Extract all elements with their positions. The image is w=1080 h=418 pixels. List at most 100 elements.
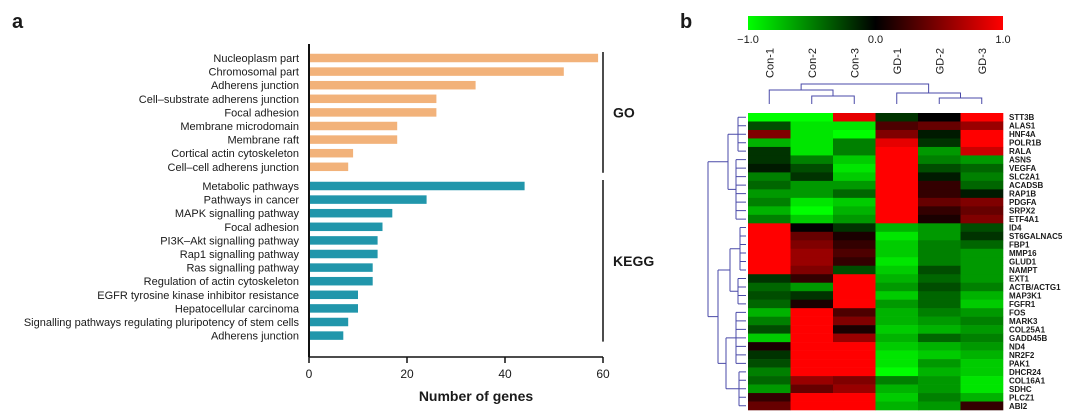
heatmap-cell [748, 172, 791, 182]
heatmap-cell [748, 376, 791, 385]
category-label-kegg: Adherens junction [211, 331, 299, 343]
heatmap-cell [875, 342, 919, 351]
row-label: DHCR24 [1009, 368, 1042, 377]
heatmap-cell [748, 316, 791, 326]
heatmap-cell [790, 333, 834, 343]
heatmap-cell [918, 299, 961, 309]
heatmap-cell [918, 146, 961, 156]
category-label-go: Chromosomal part [209, 67, 299, 79]
heatmap-cell [748, 359, 791, 368]
heatmap-cell [748, 223, 791, 233]
column-labels: Con-1 Con-2 Con-3 GD-1 GD-2 GD-3 [764, 48, 989, 78]
bar-go [310, 67, 564, 76]
category-label-go: Membrane raft [227, 135, 299, 147]
heatmap-cell [960, 257, 1004, 267]
heatmap-cell [748, 214, 791, 224]
colorbar-min-label: −1.0 [737, 34, 759, 46]
row-label: PDGFA [1009, 198, 1037, 207]
heatmap-cell [960, 113, 1004, 122]
bar-kegg [310, 195, 427, 204]
heatmap-cell [875, 401, 919, 411]
colorbar-mid-label: 0.0 [868, 34, 883, 46]
row-label: VEGFA [1009, 164, 1036, 173]
x-tick-label: 0 [306, 367, 313, 381]
heatmap-cell [960, 121, 1004, 131]
heatmap-cell [790, 138, 834, 148]
heatmap-cell [790, 359, 834, 368]
row-label: NR2F2 [1009, 351, 1035, 360]
heatmap-cell [875, 359, 919, 368]
dendrogram-link [811, 95, 855, 104]
heatmap-cell [833, 393, 876, 402]
bar-go [310, 80, 476, 90]
heatmap-cell [960, 206, 1004, 216]
heatmap-cell [960, 240, 1004, 250]
dendrogram-link [735, 311, 746, 364]
dendrogram-link [735, 159, 746, 220]
category-label-go: Nucleoplasm part [213, 53, 299, 65]
x-tick-label: 40 [498, 367, 512, 381]
heatmap-cell [875, 206, 919, 216]
heatmap-cell [960, 223, 1004, 233]
bar-go [310, 108, 437, 117]
heatmap-cell [960, 265, 1004, 275]
row-label: ID4 [1009, 224, 1022, 233]
group-label-go: GO [613, 104, 635, 120]
heatmap-cell [875, 376, 919, 385]
heatmap-cell [960, 325, 1004, 334]
row-label: POLR1B [1009, 139, 1042, 148]
column-label: Con-2 [807, 48, 819, 78]
row-dendrogram [707, 116, 746, 407]
heatmap-cell [875, 138, 919, 148]
heatmap-cell [960, 172, 1004, 182]
heatmap-cell [918, 231, 961, 241]
heatmap-cell [833, 197, 876, 207]
heatmap-cell [790, 113, 834, 122]
heatmap-cell [790, 376, 834, 385]
heatmap-cell [748, 401, 791, 411]
heatmap-cell [918, 223, 961, 233]
column-label: Con-3 [849, 48, 861, 78]
row-label: RALA [1009, 147, 1031, 156]
heatmap-cell [875, 282, 919, 292]
bar-kegg [310, 317, 349, 327]
heatmap-cell [875, 214, 919, 224]
row-label: ABI2 [1009, 402, 1028, 411]
row-label: RAP1B [1009, 190, 1036, 199]
category-label-kegg: Signalling pathways regulating pluripote… [24, 317, 300, 329]
heatmap-cell [833, 214, 876, 224]
heatmap-cell [960, 248, 1004, 258]
heatmap-cell [790, 342, 834, 351]
heatmap-cell [875, 121, 919, 131]
heatmap-cell [833, 316, 876, 326]
heatmap-cell [833, 291, 876, 300]
bar-kegg [310, 304, 358, 313]
heatmap-cell [918, 138, 961, 148]
row-label: ACTB/ACTG1 [1009, 283, 1061, 292]
row-label: NAMPT [1009, 266, 1038, 275]
heatmap-cell [918, 367, 961, 377]
heatmap-cell [748, 206, 791, 216]
colorbar: −1.0 0.0 1.0 [737, 16, 1011, 46]
heatmap-cell [875, 274, 919, 284]
heatmap-cell [790, 350, 834, 360]
heatmap-cell [790, 189, 834, 199]
heatmap-cell [748, 265, 791, 275]
heatmap-cell [790, 401, 834, 411]
category-label-kegg: Pathways in cancer [204, 195, 300, 207]
heatmap-cell [875, 384, 919, 394]
heatmap-cell [875, 146, 919, 156]
heatmap-cell [875, 240, 919, 250]
heatmap-cell [790, 240, 834, 250]
heatmap-cell [833, 240, 876, 250]
heatmap-cell [918, 401, 961, 411]
bar-kegg [310, 236, 378, 245]
heatmap-cell [918, 197, 961, 207]
heatmap-cell [833, 274, 876, 284]
heatmap-cell [960, 214, 1004, 224]
category-labels: Nucleoplasm part Chromosomal part Adherens… [24, 53, 300, 343]
heatmap-cell [918, 257, 961, 267]
heatmap-cell [833, 206, 876, 216]
group-brackets: GO KEGG [602, 52, 654, 342]
category-label-go: Focal adhesion [224, 107, 299, 119]
